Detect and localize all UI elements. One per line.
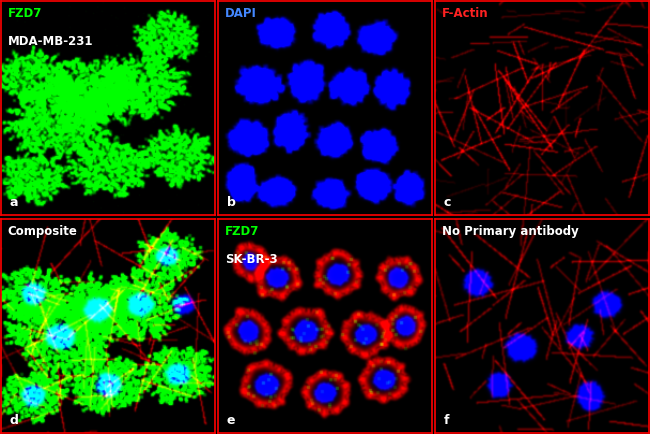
Text: MDA-MB-231: MDA-MB-231 <box>8 35 93 48</box>
Text: FZD7: FZD7 <box>225 225 259 238</box>
Text: F-Actin: F-Actin <box>442 7 489 20</box>
Text: a: a <box>10 196 18 209</box>
Text: f: f <box>444 414 450 427</box>
Text: SK-BR-3: SK-BR-3 <box>225 253 278 266</box>
Text: DAPI: DAPI <box>225 7 257 20</box>
Text: b: b <box>227 196 236 209</box>
Text: c: c <box>444 196 451 209</box>
Text: FZD7: FZD7 <box>8 7 42 20</box>
Text: d: d <box>10 414 19 427</box>
Text: e: e <box>227 414 235 427</box>
Text: Composite: Composite <box>8 225 77 238</box>
Text: No Primary antibody: No Primary antibody <box>442 225 578 238</box>
